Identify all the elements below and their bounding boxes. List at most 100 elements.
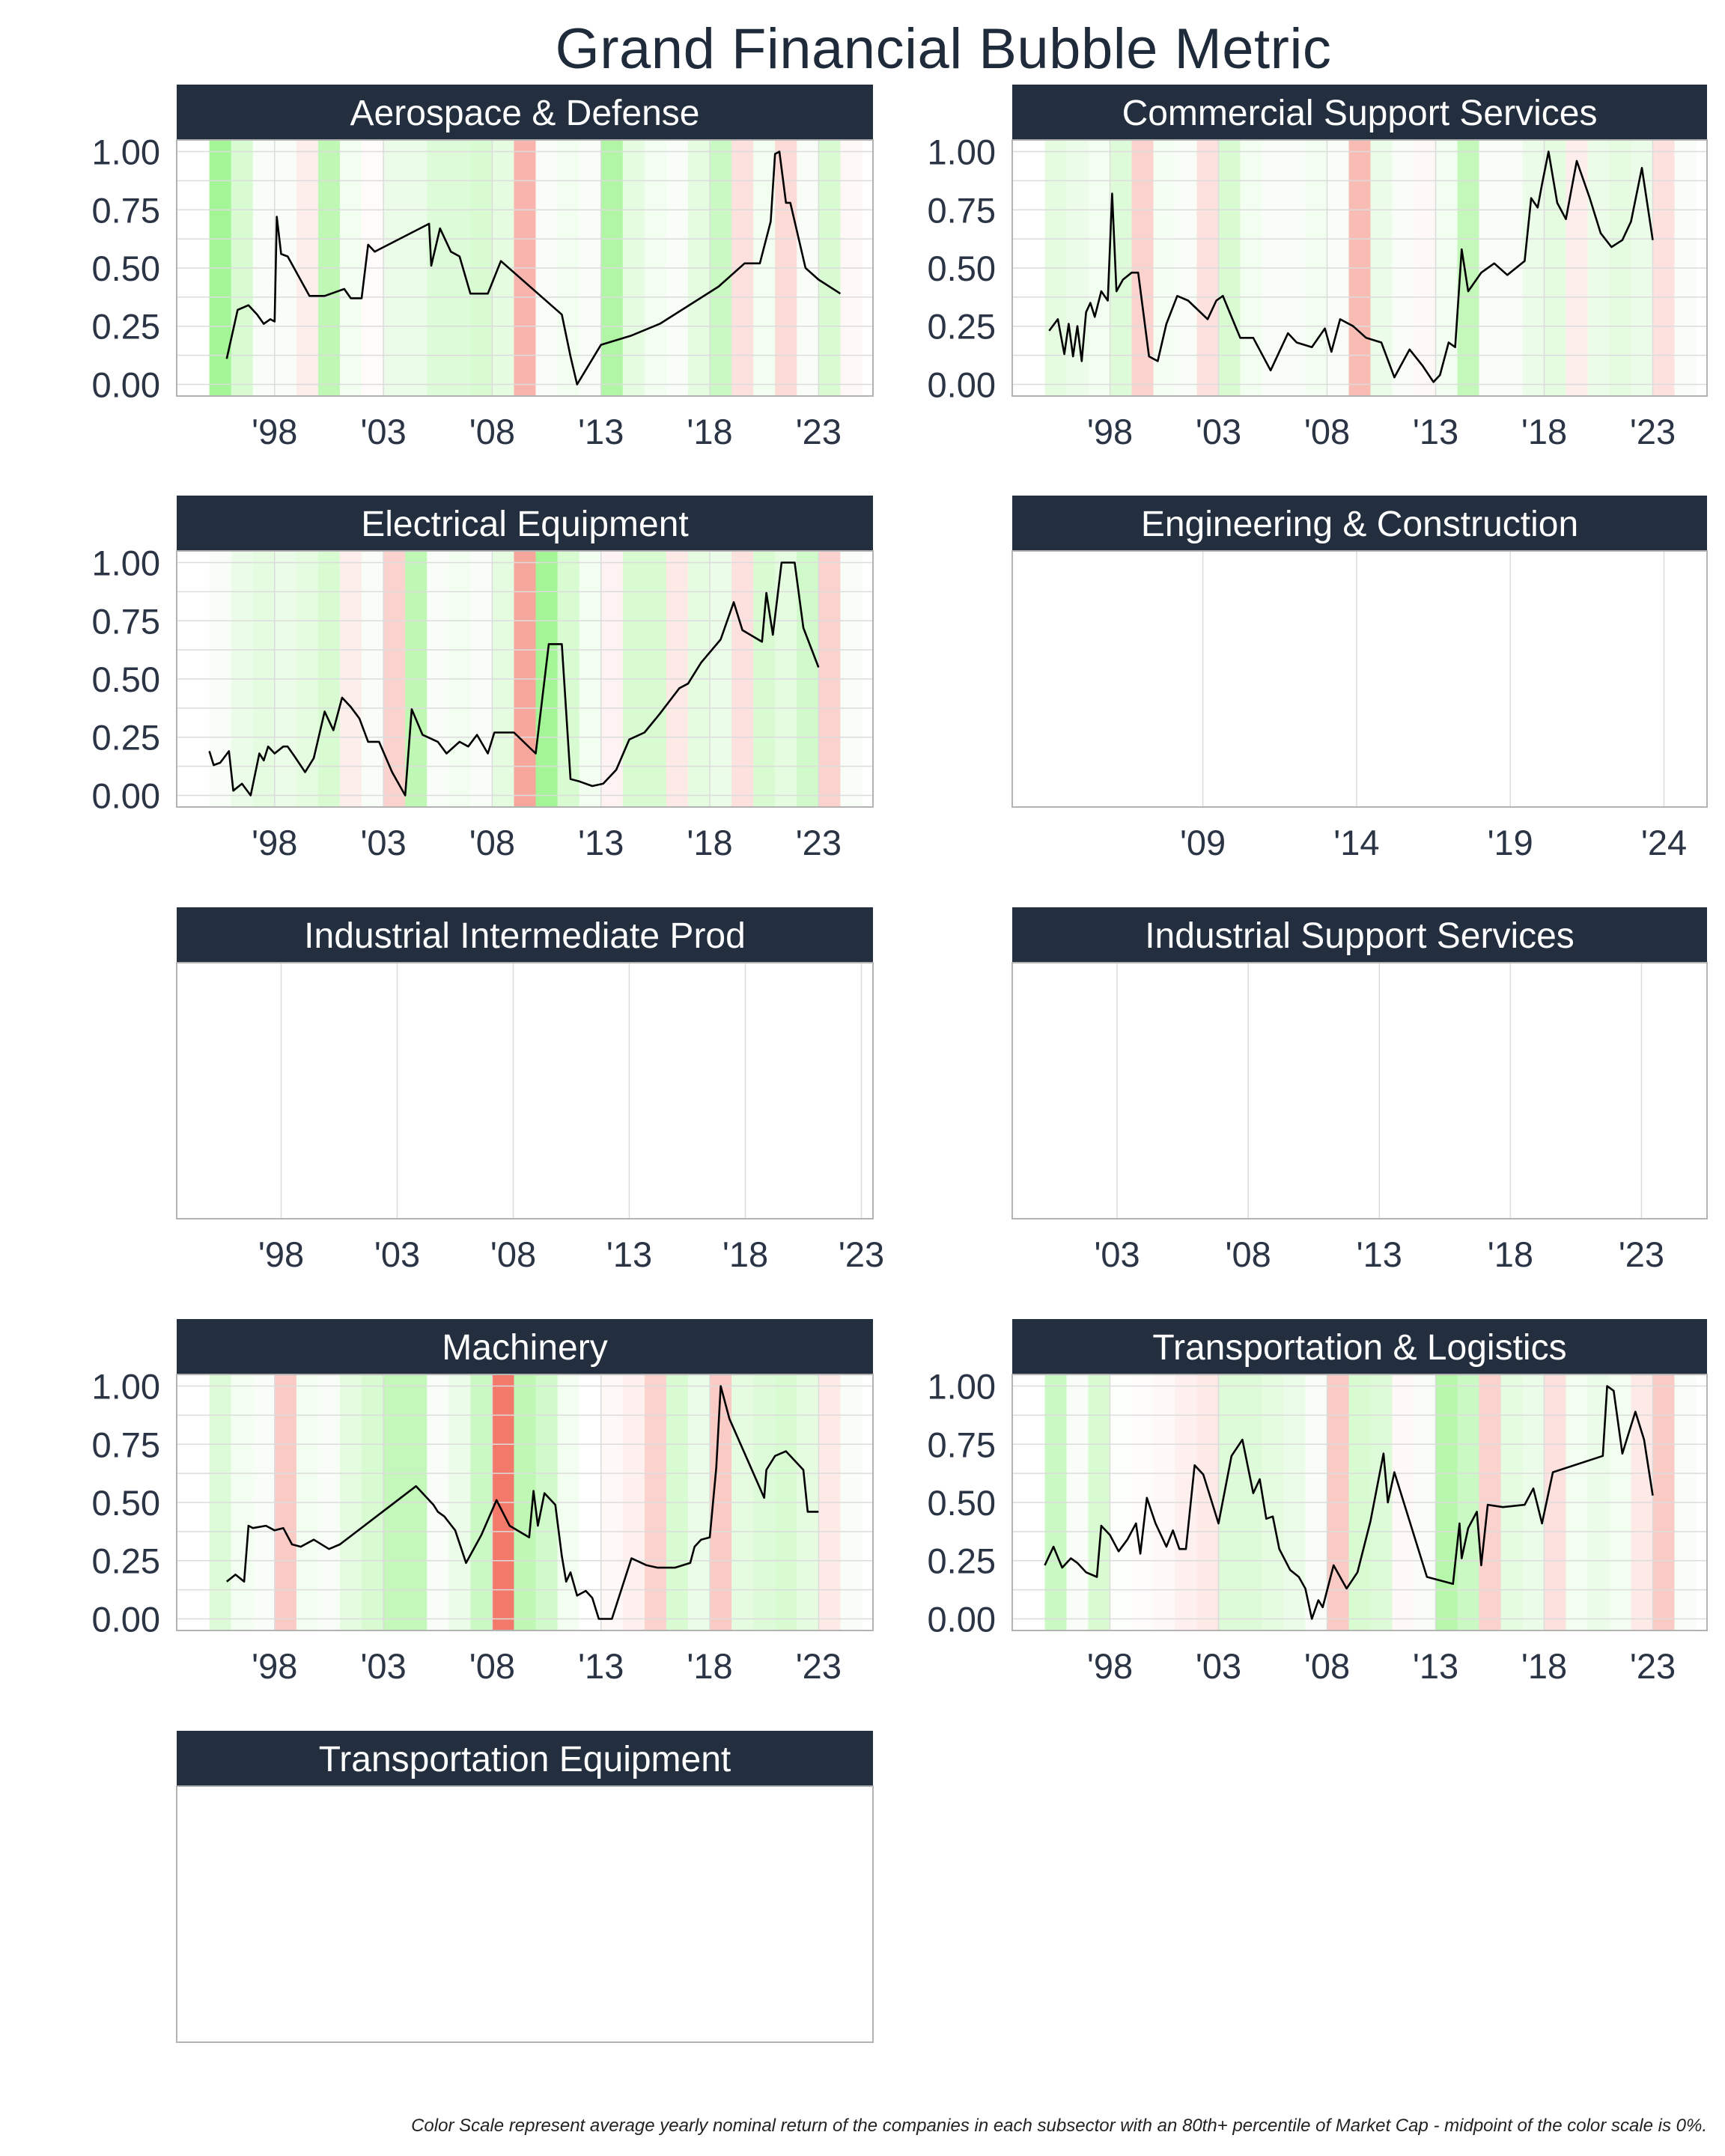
x-tick-label: '03: [360, 412, 406, 451]
figure-title: Grand Financial Bubble Metric: [555, 17, 1332, 81]
panel-border: [176, 1374, 874, 1631]
y-tick-label: 1.00: [92, 133, 160, 172]
y-tick-label: 0.50: [92, 249, 160, 288]
panel-border: [1011, 962, 1708, 1219]
x-tick-label: '03: [1196, 412, 1241, 451]
y-tick-label: 0.25: [928, 307, 996, 347]
facet-strip: [177, 496, 873, 551]
x-tick-label: '03: [1094, 1234, 1140, 1274]
y-tick-label: 0.00: [92, 365, 160, 404]
y-tick-label: 0.50: [928, 1483, 996, 1523]
facet-title: Engineering & Construction: [1141, 505, 1578, 544]
plot-background: [177, 963, 873, 1219]
facet-strip: [177, 1319, 873, 1374]
x-tick-label: '23: [796, 823, 842, 862]
y-tick-label: 0.00: [92, 1599, 160, 1639]
y-tick-label: 0.00: [92, 776, 160, 815]
y-tick-label: 0.75: [92, 601, 160, 641]
x-tick-label: '23: [1630, 412, 1676, 451]
facet-title: Electrical Equipment: [361, 505, 689, 544]
x-tick-label: '23: [839, 1234, 884, 1274]
facet-strip: [1012, 496, 1707, 551]
series-line: [225, 150, 842, 386]
y-tick-label: 0.75: [92, 190, 160, 230]
x-tick-label: '13: [578, 823, 624, 862]
x-tick-label: '18: [687, 1646, 732, 1686]
y-tick-label: 1.00: [928, 1367, 996, 1407]
facet-panel: Industrial Intermediate Prod '98 '03 '08 '13…: [176, 907, 884, 1274]
y-tick-label: 0.00: [928, 1599, 996, 1639]
facet-title: Industrial Intermediate Prod: [304, 916, 746, 956]
facet-panel: Industrial Support Services '03 '08 '13 '18 '…: [1011, 907, 1708, 1274]
x-tick-label: '98: [1087, 1646, 1133, 1686]
y-tick-label: 1.00: [92, 1367, 160, 1407]
x-tick-label: '13: [1357, 1234, 1402, 1274]
x-tick-label: '23: [1630, 1646, 1676, 1686]
x-tick-label: '13: [1413, 1646, 1458, 1686]
x-tick-label: '03: [360, 1646, 406, 1686]
x-tick-label: '98: [252, 823, 297, 862]
facet-strip: [1012, 85, 1707, 140]
x-tick-label: '19: [1488, 823, 1533, 862]
x-tick-label: '08: [1304, 412, 1350, 451]
panel-border: [1011, 1374, 1708, 1631]
panel-border: [1011, 139, 1708, 397]
y-tick-label: 0.25: [92, 718, 160, 758]
x-tick-label: '13: [606, 1234, 652, 1274]
x-tick-label: '98: [252, 412, 297, 451]
panel-border: [176, 139, 874, 397]
y-tick-label: 0.00: [928, 365, 996, 404]
color-scale-caption: Color Scale represent average yearly nom…: [411, 2116, 1707, 2136]
x-tick-label: '08: [469, 412, 515, 451]
x-tick-label: '08: [490, 1234, 536, 1274]
x-tick-label: '14: [1333, 823, 1379, 862]
x-tick-label: '13: [1413, 412, 1458, 451]
y-tick-label: 1.00: [92, 543, 160, 583]
y-tick-label: 0.50: [928, 249, 996, 288]
facet-title: Transportation Equipment: [319, 1740, 731, 1779]
facet-strip: [1012, 1319, 1707, 1374]
plot-background: [1012, 551, 1707, 807]
facet-title: Machinery: [442, 1328, 607, 1368]
y-tick-label: 0.75: [928, 190, 996, 230]
x-tick-label: '18: [1488, 1234, 1533, 1274]
facet-panel: Electrical Equipment 0.00 0.25 0.50 0.75 1.00…: [92, 496, 874, 862]
x-tick-label: '18: [1521, 412, 1567, 451]
y-tick-label: 0.25: [928, 1541, 996, 1581]
facet-title: Industrial Support Services: [1145, 916, 1575, 956]
y-tick-label: 0.75: [92, 1425, 160, 1464]
series-line: [225, 1385, 819, 1620]
x-tick-label: '03: [374, 1234, 420, 1274]
facet-strip: [177, 907, 873, 963]
x-tick-label: '08: [1226, 1234, 1271, 1274]
facet-title: Aerospace & Defense: [350, 94, 700, 133]
facet-panel: Aerospace & Defense 0.00 0.25 0.50 0.75 1.00 '…: [92, 85, 874, 451]
x-tick-label: '03: [360, 823, 406, 862]
x-tick-label: '03: [1196, 1646, 1241, 1686]
facet-panel: Engineering & Construction '09 '14 '19 '24: [1011, 496, 1708, 862]
panel-border: [176, 962, 874, 1219]
x-tick-label: '13: [578, 1646, 624, 1686]
y-tick-label: 1.00: [928, 133, 996, 172]
x-tick-label: '98: [258, 1234, 304, 1274]
facet-panel: Machinery 0.00 0.25 0.50 0.75 1.00 '98 '03 '08 '1…: [92, 1319, 874, 1686]
y-tick-label: 0.75: [928, 1425, 996, 1464]
facet-panel: Transportation Equipment: [176, 1731, 874, 2043]
panel-border: [1011, 550, 1708, 808]
series-line: [1044, 1385, 1654, 1620]
x-tick-label: '13: [578, 412, 624, 451]
x-tick-label: '18: [1521, 1646, 1567, 1686]
x-tick-label: '09: [1180, 823, 1226, 862]
x-tick-label: '24: [1641, 823, 1687, 862]
facet-title: Commercial Support Services: [1122, 94, 1598, 133]
panel-border: [176, 550, 874, 808]
plot-background: [177, 1786, 873, 2042]
facet-panel: Transportation & Logistics 0.00 0.25 0.50 0.…: [928, 1319, 1708, 1686]
x-tick-label: '23: [1619, 1234, 1664, 1274]
plot-background: [1012, 963, 1707, 1219]
x-tick-label: '98: [1087, 412, 1133, 451]
x-tick-label: '08: [469, 823, 515, 862]
x-tick-label: '08: [469, 1646, 515, 1686]
series-line: [208, 561, 820, 797]
